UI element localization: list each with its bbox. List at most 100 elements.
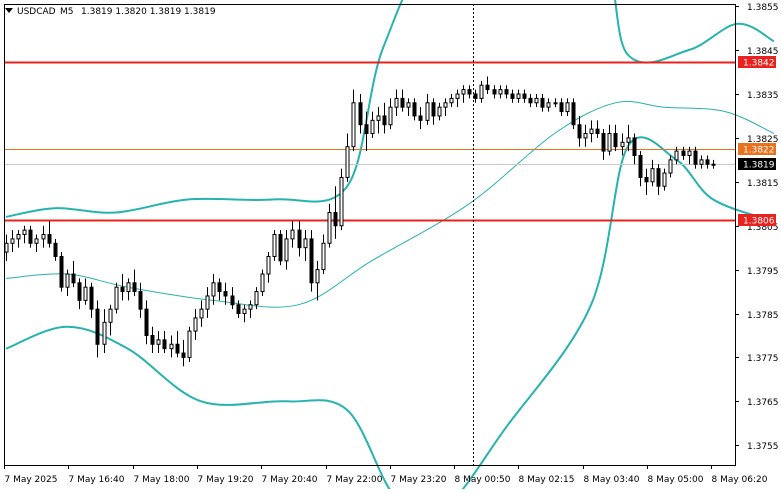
candle-body[interactable]	[162, 339, 167, 350]
candle-body[interactable]	[461, 89, 466, 95]
candle-body[interactable]	[559, 102, 564, 113]
candle-body[interactable]	[22, 229, 27, 236]
candle-body[interactable]	[114, 286, 119, 310]
candle-body[interactable]	[553, 102, 558, 105]
candle-body[interactable]	[358, 102, 363, 126]
candle-body[interactable]	[108, 308, 113, 323]
candle-body[interactable]	[504, 89, 509, 95]
candle-body[interactable]	[674, 150, 679, 161]
candle-body[interactable]	[77, 282, 82, 301]
candle-body[interactable]	[650, 168, 655, 183]
candle-body[interactable]	[175, 343, 180, 354]
candle-body[interactable]	[522, 93, 527, 99]
candle-body[interactable]	[120, 286, 125, 293]
candle-body[interactable]	[138, 291, 143, 310]
candle-body[interactable]	[498, 89, 503, 95]
candle-body[interactable]	[656, 168, 661, 187]
candle-body[interactable]	[565, 102, 570, 113]
candle-body[interactable]	[418, 115, 423, 121]
candle-body[interactable]	[242, 308, 247, 315]
candle-body[interactable]	[492, 89, 497, 95]
candle-body[interactable]	[412, 102, 417, 117]
candle-body[interactable]	[205, 295, 210, 310]
candle-body[interactable]	[309, 238, 314, 284]
candle-body[interactable]	[260, 273, 265, 293]
candle-body[interactable]	[223, 291, 228, 297]
candle-body[interactable]	[546, 102, 551, 108]
candle-body[interactable]	[607, 133, 612, 152]
candle-body[interactable]	[284, 238, 289, 262]
candle-body[interactable]	[102, 321, 107, 345]
candle-body[interactable]	[351, 102, 356, 148]
candle-body[interactable]	[644, 176, 649, 183]
candle-body[interactable]	[297, 229, 302, 249]
candle-body[interactable]	[540, 97, 545, 108]
candle-body[interactable]	[169, 343, 174, 350]
candle-body[interactable]	[613, 133, 618, 148]
candle-body[interactable]	[272, 234, 277, 257]
candle-body[interactable]	[71, 273, 76, 284]
candle-body[interactable]	[254, 291, 259, 306]
candle-body[interactable]	[59, 255, 64, 288]
candle-body[interactable]	[4, 242, 9, 253]
candle-body[interactable]	[583, 133, 588, 139]
candle-body[interactable]	[431, 102, 436, 117]
candle-body[interactable]	[510, 93, 515, 99]
candle-body[interactable]	[449, 97, 454, 104]
candle-body[interactable]	[144, 308, 149, 336]
candle-body[interactable]	[345, 146, 350, 178]
candle-body[interactable]	[193, 317, 198, 332]
candle-body[interactable]	[65, 273, 70, 288]
candle-body[interactable]	[16, 234, 21, 240]
candle-body[interactable]	[632, 137, 637, 156]
candle-body[interactable]	[303, 238, 308, 249]
candle-body[interactable]	[687, 150, 692, 156]
candle-body[interactable]	[156, 339, 161, 345]
candle-body[interactable]	[711, 163, 716, 166]
candle-body[interactable]	[248, 304, 253, 310]
candle-body[interactable]	[662, 172, 667, 187]
candle-body[interactable]	[199, 308, 204, 319]
candle-body[interactable]	[638, 154, 643, 178]
candle-body[interactable]	[382, 115, 387, 126]
candle-body[interactable]	[516, 93, 521, 99]
candle-body[interactable]	[333, 212, 338, 227]
candle-body[interactable]	[327, 212, 332, 244]
candle-body[interactable]	[479, 84, 484, 99]
candle-body[interactable]	[278, 234, 283, 262]
candle-body[interactable]	[668, 159, 673, 174]
candle-body[interactable]	[181, 352, 186, 358]
candle-body[interactable]	[10, 238, 15, 244]
candle-body[interactable]	[437, 106, 442, 117]
candle-body[interactable]	[473, 93, 478, 99]
candle-body[interactable]	[626, 137, 631, 143]
candle-body[interactable]	[230, 295, 235, 306]
candle-body[interactable]	[376, 115, 381, 121]
candle-body[interactable]	[705, 159, 710, 165]
candle-body[interactable]	[406, 102, 411, 108]
candle-body[interactable]	[290, 229, 295, 240]
candle-body[interactable]	[620, 141, 625, 148]
candle-body[interactable]	[187, 330, 192, 358]
candle-body[interactable]	[370, 119, 375, 135]
candle-body[interactable]	[83, 286, 88, 301]
candle-body[interactable]	[236, 304, 241, 315]
candle-body[interactable]	[595, 128, 600, 135]
candle-body[interactable]	[89, 286, 94, 310]
candle-body[interactable]	[388, 106, 393, 126]
candle-body[interactable]	[364, 124, 369, 135]
chart-menu-icon[interactable]	[5, 8, 13, 13]
candle-body[interactable]	[217, 282, 222, 293]
candle-body[interactable]	[681, 150, 686, 156]
candle-body[interactable]	[28, 229, 33, 244]
candle-body[interactable]	[47, 234, 52, 244]
candle-body[interactable]	[601, 133, 606, 152]
candle-body[interactable]	[41, 234, 46, 240]
candle-body[interactable]	[150, 334, 155, 345]
candle-body[interactable]	[132, 282, 137, 293]
candle-body[interactable]	[589, 128, 594, 135]
candle-body[interactable]	[467, 89, 472, 95]
candle-body[interactable]	[211, 282, 216, 297]
candle-body[interactable]	[394, 97, 399, 108]
